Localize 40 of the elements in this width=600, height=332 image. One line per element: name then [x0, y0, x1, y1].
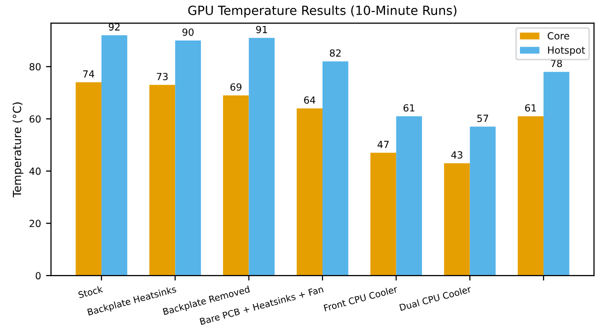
data-label: 47	[378, 140, 389, 148]
y-axis-title: Temperature (°C)	[12, 102, 24, 198]
y-tick-label: 20	[30, 220, 41, 228]
data-label: 61	[525, 104, 536, 112]
bar	[322, 61, 348, 276]
data-label: 57	[477, 114, 488, 122]
bar	[296, 108, 322, 276]
data-label: 92	[108, 23, 120, 31]
y-tick-label: 60	[30, 115, 41, 123]
bar	[544, 72, 570, 276]
data-label: 82	[330, 49, 341, 57]
bar	[518, 116, 544, 276]
bar	[396, 116, 422, 276]
data-label: 64	[304, 96, 316, 104]
bar	[470, 126, 496, 276]
data-label: 61	[404, 104, 414, 112]
y-tick-label: 80	[30, 63, 41, 70]
bar	[370, 152, 396, 276]
legend-label: Hotspot	[548, 46, 586, 56]
data-label: 69	[230, 83, 242, 91]
data-label: 90	[182, 28, 194, 36]
x-tick-label: Dual CPU Cooler	[399, 285, 472, 311]
bar	[101, 35, 128, 276]
bar	[223, 95, 249, 276]
data-label: 73	[156, 72, 168, 80]
bar	[444, 163, 470, 276]
data-label: 74	[83, 70, 94, 78]
x-tick-label: Front CPU Cooler	[324, 285, 398, 312]
bar	[248, 38, 275, 276]
bar	[175, 40, 201, 276]
legend-label: Core	[548, 32, 570, 40]
bar	[149, 84, 176, 276]
bar	[76, 82, 102, 276]
data-label: 91	[256, 26, 268, 34]
y-tick-label: 40	[29, 168, 41, 175]
x-tick-label: Stock	[78, 285, 104, 298]
y-tick-label: 0	[36, 272, 41, 280]
chart-title: GPU Temperature Results (10-Minute Runs)	[188, 5, 456, 18]
data-label: 78	[551, 60, 562, 68]
data-label: 43	[451, 151, 462, 159]
